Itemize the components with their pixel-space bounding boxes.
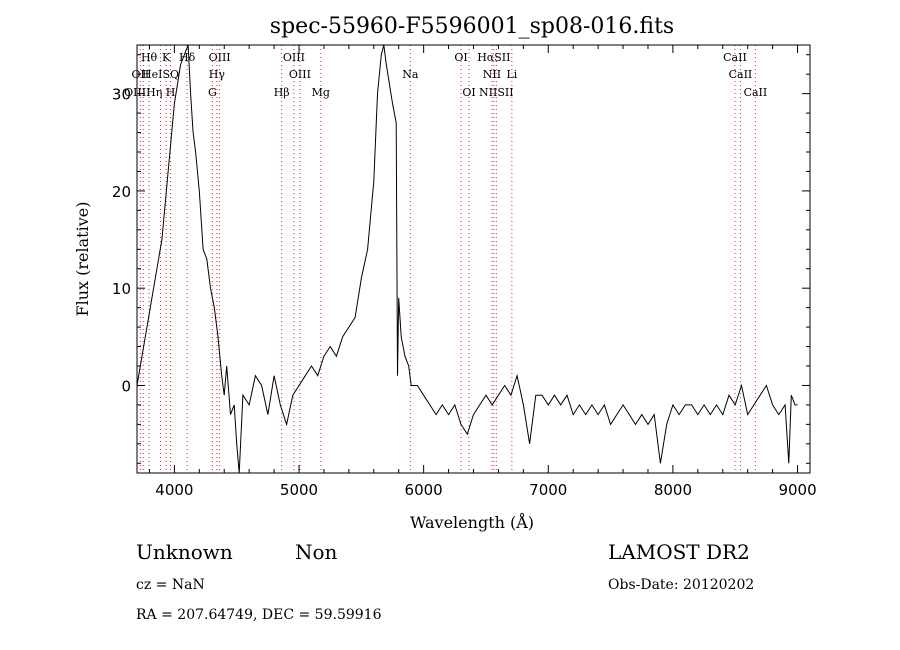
x-tick-label-4: 8000 [654,481,692,499]
y-tick-label-2: 20 [112,183,131,201]
x-tick-label-2: 6000 [405,481,443,499]
y-tick-label-3: 30 [112,86,131,104]
line-label-3: OIII [209,51,231,64]
line-label-14: Li [506,68,517,81]
line-label-17: H [166,86,176,99]
line-label-2: Hδ [179,51,196,64]
line-label-19: Hβ [274,86,290,99]
line-label-23: CaII [744,86,768,99]
plot-frame [136,44,811,474]
x-tick-label-1: 5000 [280,481,318,499]
line-label-13: NII [483,68,501,81]
x-tick-label-0: 4000 [155,481,193,499]
line-label-9: HeISQ [142,68,179,81]
line-label-16: OIIIHη [124,86,162,99]
x-axis-label: Wavelength (Å) [410,512,534,532]
line-label-11: OIII [289,68,311,81]
line-label-20: Mg [312,86,330,99]
chart-title: spec-55960-F5596001_sp08-016.fits [270,14,674,39]
line-label-0: Hθ [141,51,158,64]
line-label-12: Na [402,68,419,81]
survey-name: LAMOST DR2 [608,540,750,564]
coordinates-text: RA = 207.64749, DEC = 59.59916 [136,607,382,623]
line-label-4: OIII [283,51,305,64]
line-label-15: CaII [729,68,753,81]
x-tick-label-5: 9000 [778,481,816,499]
x-tick-label-3: 7000 [529,481,567,499]
y-axis-label: Flux (relative) [73,202,92,317]
line-label-6: HαSII [477,51,510,64]
y-axis-ticks: 0 10 20 30 [112,54,810,464]
line-label-18: G [208,86,217,99]
y-tick-label-0: 0 [121,377,131,395]
y-tick-label-1: 10 [112,280,131,298]
line-label-22: NIISII [479,86,514,99]
line-label-21: OI [462,86,475,99]
spectrum-series-line [136,44,798,474]
line-label-1: K [162,51,171,64]
line-label-5: OI [454,51,467,64]
class-text: Unknown [136,540,233,564]
line-label-10: Hγ [209,68,226,81]
obs-date-text: Obs-Date: 20120202 [608,577,754,593]
x-axis-ticks: 4000 5000 6000 7000 8000 9000 [148,45,817,499]
line-label-7: CaII [723,51,747,64]
subclass-text: Non [295,540,338,564]
redshift-text: cz = NaN [136,577,205,593]
